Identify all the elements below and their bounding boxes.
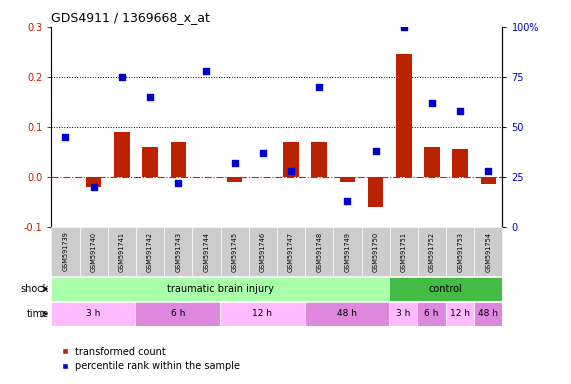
Text: GSM591739: GSM591739	[62, 232, 69, 271]
FancyBboxPatch shape	[445, 302, 474, 326]
Text: GSM591752: GSM591752	[429, 232, 435, 271]
Point	[428, 100, 437, 106]
Point	[287, 167, 296, 174]
FancyBboxPatch shape	[51, 302, 135, 326]
FancyBboxPatch shape	[389, 277, 502, 301]
Bar	[283, 142, 299, 177]
Text: GSM591749: GSM591749	[344, 232, 351, 271]
Bar	[368, 177, 383, 207]
Text: 48 h: 48 h	[478, 310, 498, 318]
Text: time: time	[26, 309, 49, 319]
Point	[456, 108, 465, 114]
Bar	[114, 132, 130, 177]
Text: 48 h: 48 h	[337, 310, 357, 318]
Point	[484, 167, 493, 174]
Text: GSM591750: GSM591750	[373, 232, 379, 271]
Text: 6 h: 6 h	[424, 310, 439, 318]
Bar	[424, 147, 440, 177]
Text: GSM591745: GSM591745	[232, 232, 238, 271]
Point	[117, 74, 126, 80]
Text: GSM591753: GSM591753	[457, 232, 463, 271]
Point	[315, 84, 324, 90]
FancyBboxPatch shape	[51, 277, 389, 301]
FancyBboxPatch shape	[220, 302, 304, 326]
Text: GSM591740: GSM591740	[91, 232, 96, 271]
Bar	[452, 149, 468, 177]
Bar	[481, 177, 496, 184]
Point	[146, 94, 155, 100]
Text: GSM591747: GSM591747	[288, 232, 294, 271]
Text: GSM591741: GSM591741	[119, 232, 125, 271]
Point	[343, 197, 352, 204]
Bar	[396, 55, 412, 177]
Bar	[311, 142, 327, 177]
Text: shock: shock	[21, 284, 49, 294]
FancyBboxPatch shape	[417, 302, 445, 326]
Text: GSM591748: GSM591748	[316, 232, 322, 271]
Text: traumatic brain injury: traumatic brain injury	[167, 284, 274, 294]
Bar	[171, 142, 186, 177]
Text: 3 h: 3 h	[396, 310, 411, 318]
Bar	[227, 177, 243, 182]
Legend: transformed count, percentile rank within the sample: transformed count, percentile rank withi…	[57, 343, 244, 375]
Point	[399, 24, 408, 30]
Bar	[340, 177, 355, 182]
Point	[61, 134, 70, 140]
FancyBboxPatch shape	[474, 302, 502, 326]
Point	[89, 184, 98, 190]
Text: 6 h: 6 h	[171, 310, 185, 318]
Text: GSM591744: GSM591744	[203, 232, 210, 271]
Point	[202, 68, 211, 74]
Text: GSM591743: GSM591743	[175, 232, 181, 271]
Text: GSM591746: GSM591746	[260, 232, 266, 271]
Point	[230, 160, 239, 166]
Text: GSM591751: GSM591751	[401, 232, 407, 271]
Text: 12 h: 12 h	[252, 310, 272, 318]
Point	[174, 180, 183, 186]
Text: GDS4911 / 1369668_x_at: GDS4911 / 1369668_x_at	[51, 11, 210, 24]
FancyBboxPatch shape	[389, 302, 417, 326]
Point	[371, 147, 380, 154]
FancyBboxPatch shape	[304, 302, 389, 326]
Text: 12 h: 12 h	[449, 310, 469, 318]
FancyBboxPatch shape	[135, 302, 220, 326]
Text: 3 h: 3 h	[86, 310, 100, 318]
Point	[258, 150, 267, 156]
Text: GSM591754: GSM591754	[485, 232, 492, 271]
Text: GSM591742: GSM591742	[147, 232, 153, 271]
Text: control: control	[429, 284, 463, 294]
Bar	[142, 147, 158, 177]
Bar	[86, 177, 102, 187]
